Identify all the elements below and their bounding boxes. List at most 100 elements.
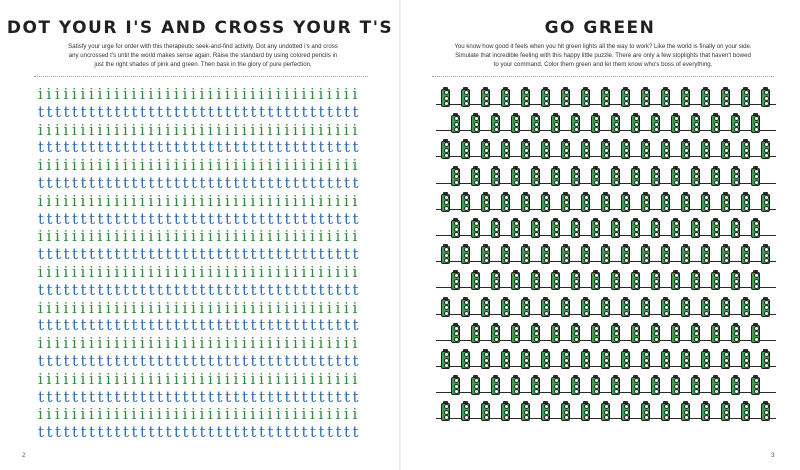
letter-i[interactable]: i [123,156,128,175]
letter-t[interactable]: t [284,352,291,370]
letter-i[interactable]: i [191,227,196,246]
traffic-light-icon[interactable] [560,349,571,371]
letter-i[interactable]: i [97,334,103,353]
traffic-light-icon[interactable] [670,375,681,397]
letter-t[interactable]: t [344,280,351,299]
letter-i[interactable]: i [89,334,94,353]
traffic-light-icon[interactable] [590,165,601,188]
letter-t[interactable]: t [174,138,181,157]
letter-i[interactable]: i [114,405,120,424]
letter-t[interactable]: t [89,174,96,192]
letter-i[interactable]: i [335,334,341,353]
traffic-light-icon[interactable] [650,270,661,292]
traffic-light-icon[interactable] [750,270,761,292]
letter-t[interactable]: t [250,174,257,192]
letter-i[interactable]: i [335,227,341,246]
letter-i[interactable]: i [199,369,205,388]
traffic-light-icon[interactable] [650,218,661,240]
letter-t[interactable]: t [63,245,70,264]
traffic-light-icon[interactable] [610,375,621,397]
letter-i[interactable]: i [131,298,137,317]
traffic-light-icon[interactable] [540,87,551,109]
letter-t[interactable]: t [233,316,240,335]
letter-i[interactable]: i [310,120,315,139]
letter-t[interactable]: t [165,209,172,228]
letter-i[interactable]: i [344,85,349,103]
letter-i[interactable]: i [80,334,86,353]
letter-i[interactable]: i [233,120,239,139]
letter-i[interactable]: i [191,298,196,317]
letter-t[interactable]: t [250,352,257,370]
traffic-light-icon[interactable] [450,270,461,292]
traffic-light-icon[interactable] [470,113,481,135]
letter-t[interactable]: t [157,209,164,228]
traffic-light-icon[interactable] [640,296,651,319]
letter-i[interactable]: i [250,191,256,210]
traffic-light-icon[interactable] [630,375,641,397]
letter-i[interactable]: i [191,191,196,210]
letter-i[interactable]: i [293,369,298,388]
letter-i[interactable]: i [250,298,256,317]
letter-t[interactable]: t [165,245,172,264]
letter-i[interactable]: i [114,120,120,139]
traffic-light-icon[interactable] [600,191,611,214]
letter-i[interactable]: i [80,405,86,424]
letter-i[interactable]: i [38,120,43,139]
letter-t[interactable]: t [140,387,147,406]
letter-i[interactable]: i [335,298,341,317]
letter-i[interactable]: i [310,85,315,103]
letter-t[interactable]: t [191,209,198,228]
letter-t[interactable]: t [225,174,232,192]
letter-i[interactable]: i [301,263,307,281]
traffic-light-icon[interactable] [510,375,521,397]
letter-i[interactable]: i [38,405,43,424]
letter-t[interactable]: t [131,280,138,299]
letter-t[interactable]: t [327,102,334,121]
letter-i[interactable]: i [267,191,273,210]
letter-i[interactable]: i [106,85,111,103]
traffic-light-icon[interactable] [590,322,601,345]
letter-i[interactable]: i [38,369,43,388]
letter-i[interactable]: i [284,334,290,353]
letter-i[interactable]: i [174,120,179,139]
letter-t[interactable]: t [284,423,291,442]
letter-t[interactable]: t [216,209,223,228]
traffic-light-icon[interactable] [760,349,771,371]
letter-i[interactable]: i [38,298,43,317]
letter-t[interactable]: t [148,352,155,370]
letter-i[interactable]: i [123,369,128,388]
letter-i[interactable]: i [46,298,52,317]
letter-i[interactable]: i [216,263,222,281]
traffic-light-icon[interactable] [500,296,511,319]
letter-i[interactable]: i [148,191,154,210]
letter-i[interactable]: i [259,405,264,424]
letter-t[interactable]: t [63,423,70,442]
letter-t[interactable]: t [284,102,291,121]
letter-t[interactable]: t [310,209,317,228]
traffic-light-icon[interactable] [560,87,571,109]
letter-i[interactable]: i [301,369,307,388]
letter-i[interactable]: i [335,120,341,139]
letter-t[interactable]: t [97,102,104,121]
traffic-light-icon[interactable] [630,165,641,188]
letter-i[interactable]: i [106,298,111,317]
traffic-light-icon[interactable] [570,322,581,345]
letter-t[interactable]: t [216,352,223,370]
letter-i[interactable]: i [55,227,60,246]
letter-t[interactable]: t [284,138,291,157]
traffic-light-icon[interactable] [580,139,591,161]
letter-i[interactable]: i [140,263,145,281]
letter-t[interactable]: t [276,174,283,192]
letter-i[interactable]: i [97,263,103,281]
letter-t[interactable]: t [301,423,308,442]
letter-t[interactable]: t [310,245,317,264]
letter-t[interactable]: t [46,102,53,121]
letter-t[interactable]: t [97,245,104,264]
letter-t[interactable]: t [259,316,266,335]
letter-t[interactable]: t [63,138,70,157]
letter-i[interactable]: i [208,227,213,246]
letter-t[interactable]: t [250,316,257,335]
letter-i[interactable]: i [72,191,77,210]
letter-t[interactable]: t [38,316,45,335]
letter-i[interactable]: i [131,120,137,139]
